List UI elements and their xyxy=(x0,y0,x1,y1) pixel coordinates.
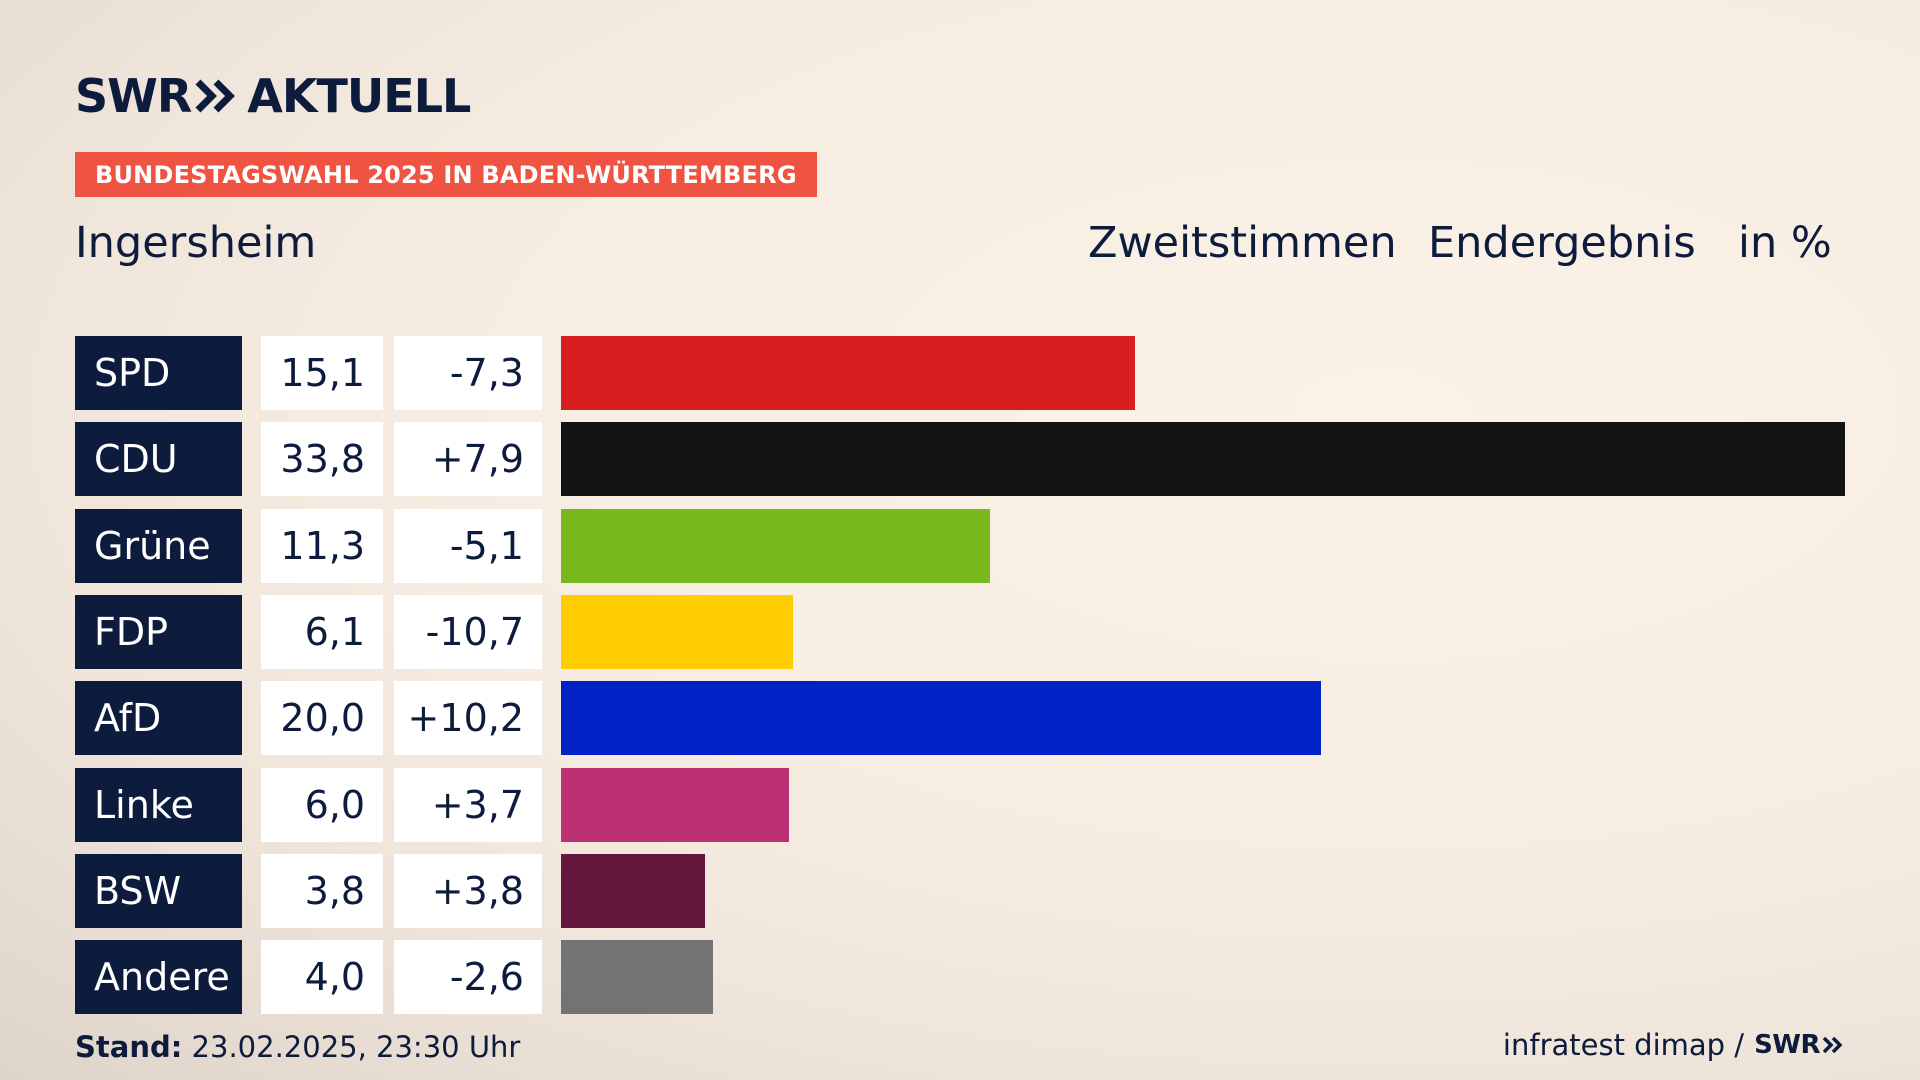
result-bar xyxy=(561,767,789,842)
party-value: 15,1 xyxy=(261,336,383,410)
source-text: infratest dimap / xyxy=(1502,1028,1745,1062)
party-diff: -2,6 xyxy=(394,940,542,1015)
party-row: SPD 15,1 -7,3 xyxy=(0,336,1920,410)
source-credit: infratest dimap / SWR xyxy=(1503,1028,1844,1062)
party-value: 6,0 xyxy=(261,767,383,842)
party-row: Grüne 11,3 -5,1 xyxy=(0,508,1920,583)
party-diff: -7,3 xyxy=(394,336,542,410)
party-row: CDU 33,8 +7,9 xyxy=(0,422,1920,497)
timestamp: Stand: 23.02.2025, 23:30 Uhr xyxy=(75,1030,520,1064)
party-label: Grüne xyxy=(75,508,242,583)
party-diff: +7,9 xyxy=(394,422,542,497)
logo-aktuell-text: AKTUELL xyxy=(247,69,471,123)
result-bar xyxy=(561,940,713,1015)
party-row: FDP 6,1 -10,7 xyxy=(0,594,1920,669)
party-label: BSW xyxy=(75,853,242,928)
party-label: Andere xyxy=(75,940,242,1015)
party-value: 20,0 xyxy=(261,681,383,756)
footer-logo: SWR xyxy=(1754,1030,1820,1060)
party-value: 6,1 xyxy=(261,594,383,669)
result-bar xyxy=(561,681,1321,756)
footer-double-chevron-icon xyxy=(1822,1036,1843,1054)
vote-type-label: Zweitstimmen xyxy=(1088,218,1397,268)
party-diff: +3,8 xyxy=(394,853,542,928)
stand-label: Stand: xyxy=(75,1030,183,1064)
result-bar xyxy=(561,594,793,669)
party-value: 3,8 xyxy=(261,853,383,928)
logo-swr-text: SWR xyxy=(75,69,192,123)
stand-value: 23.02.2025, 23:30 Uhr xyxy=(191,1030,521,1064)
party-diff: -10,7 xyxy=(394,594,542,669)
unit-label: in % xyxy=(1738,218,1832,268)
double-chevron-icon xyxy=(195,79,236,113)
party-diff: +3,7 xyxy=(394,767,542,842)
party-row: Linke 6,0 +3,7 xyxy=(0,767,1920,842)
party-row: Andere 4,0 -2,6 xyxy=(0,940,1920,1015)
party-diff: +10,2 xyxy=(394,681,542,756)
party-row: AfD 20,0 +10,2 xyxy=(0,681,1920,756)
logo: SWR AKTUELL xyxy=(75,66,471,126)
party-label: CDU xyxy=(75,422,242,497)
party-value: 11,3 xyxy=(261,508,383,583)
party-label: FDP xyxy=(75,594,242,669)
party-value: 33,8 xyxy=(261,422,383,497)
result-bar xyxy=(561,336,1135,410)
result-status-label: Endergebnis xyxy=(1428,218,1696,268)
party-value: 4,0 xyxy=(261,940,383,1015)
place-name: Ingersheim xyxy=(75,218,317,268)
party-row: BSW 3,8 +3,8 xyxy=(0,853,1920,928)
party-label: SPD xyxy=(75,336,242,410)
party-label: Linke xyxy=(75,767,242,842)
party-diff: -5,1 xyxy=(394,508,542,583)
result-bar xyxy=(561,422,1845,497)
election-badge: BUNDESTAGSWAHL 2025 IN BADEN-WÜRTTEMBERG xyxy=(75,152,817,197)
result-bar xyxy=(561,508,990,583)
party-label: AfD xyxy=(75,681,242,756)
result-bar xyxy=(561,853,705,928)
